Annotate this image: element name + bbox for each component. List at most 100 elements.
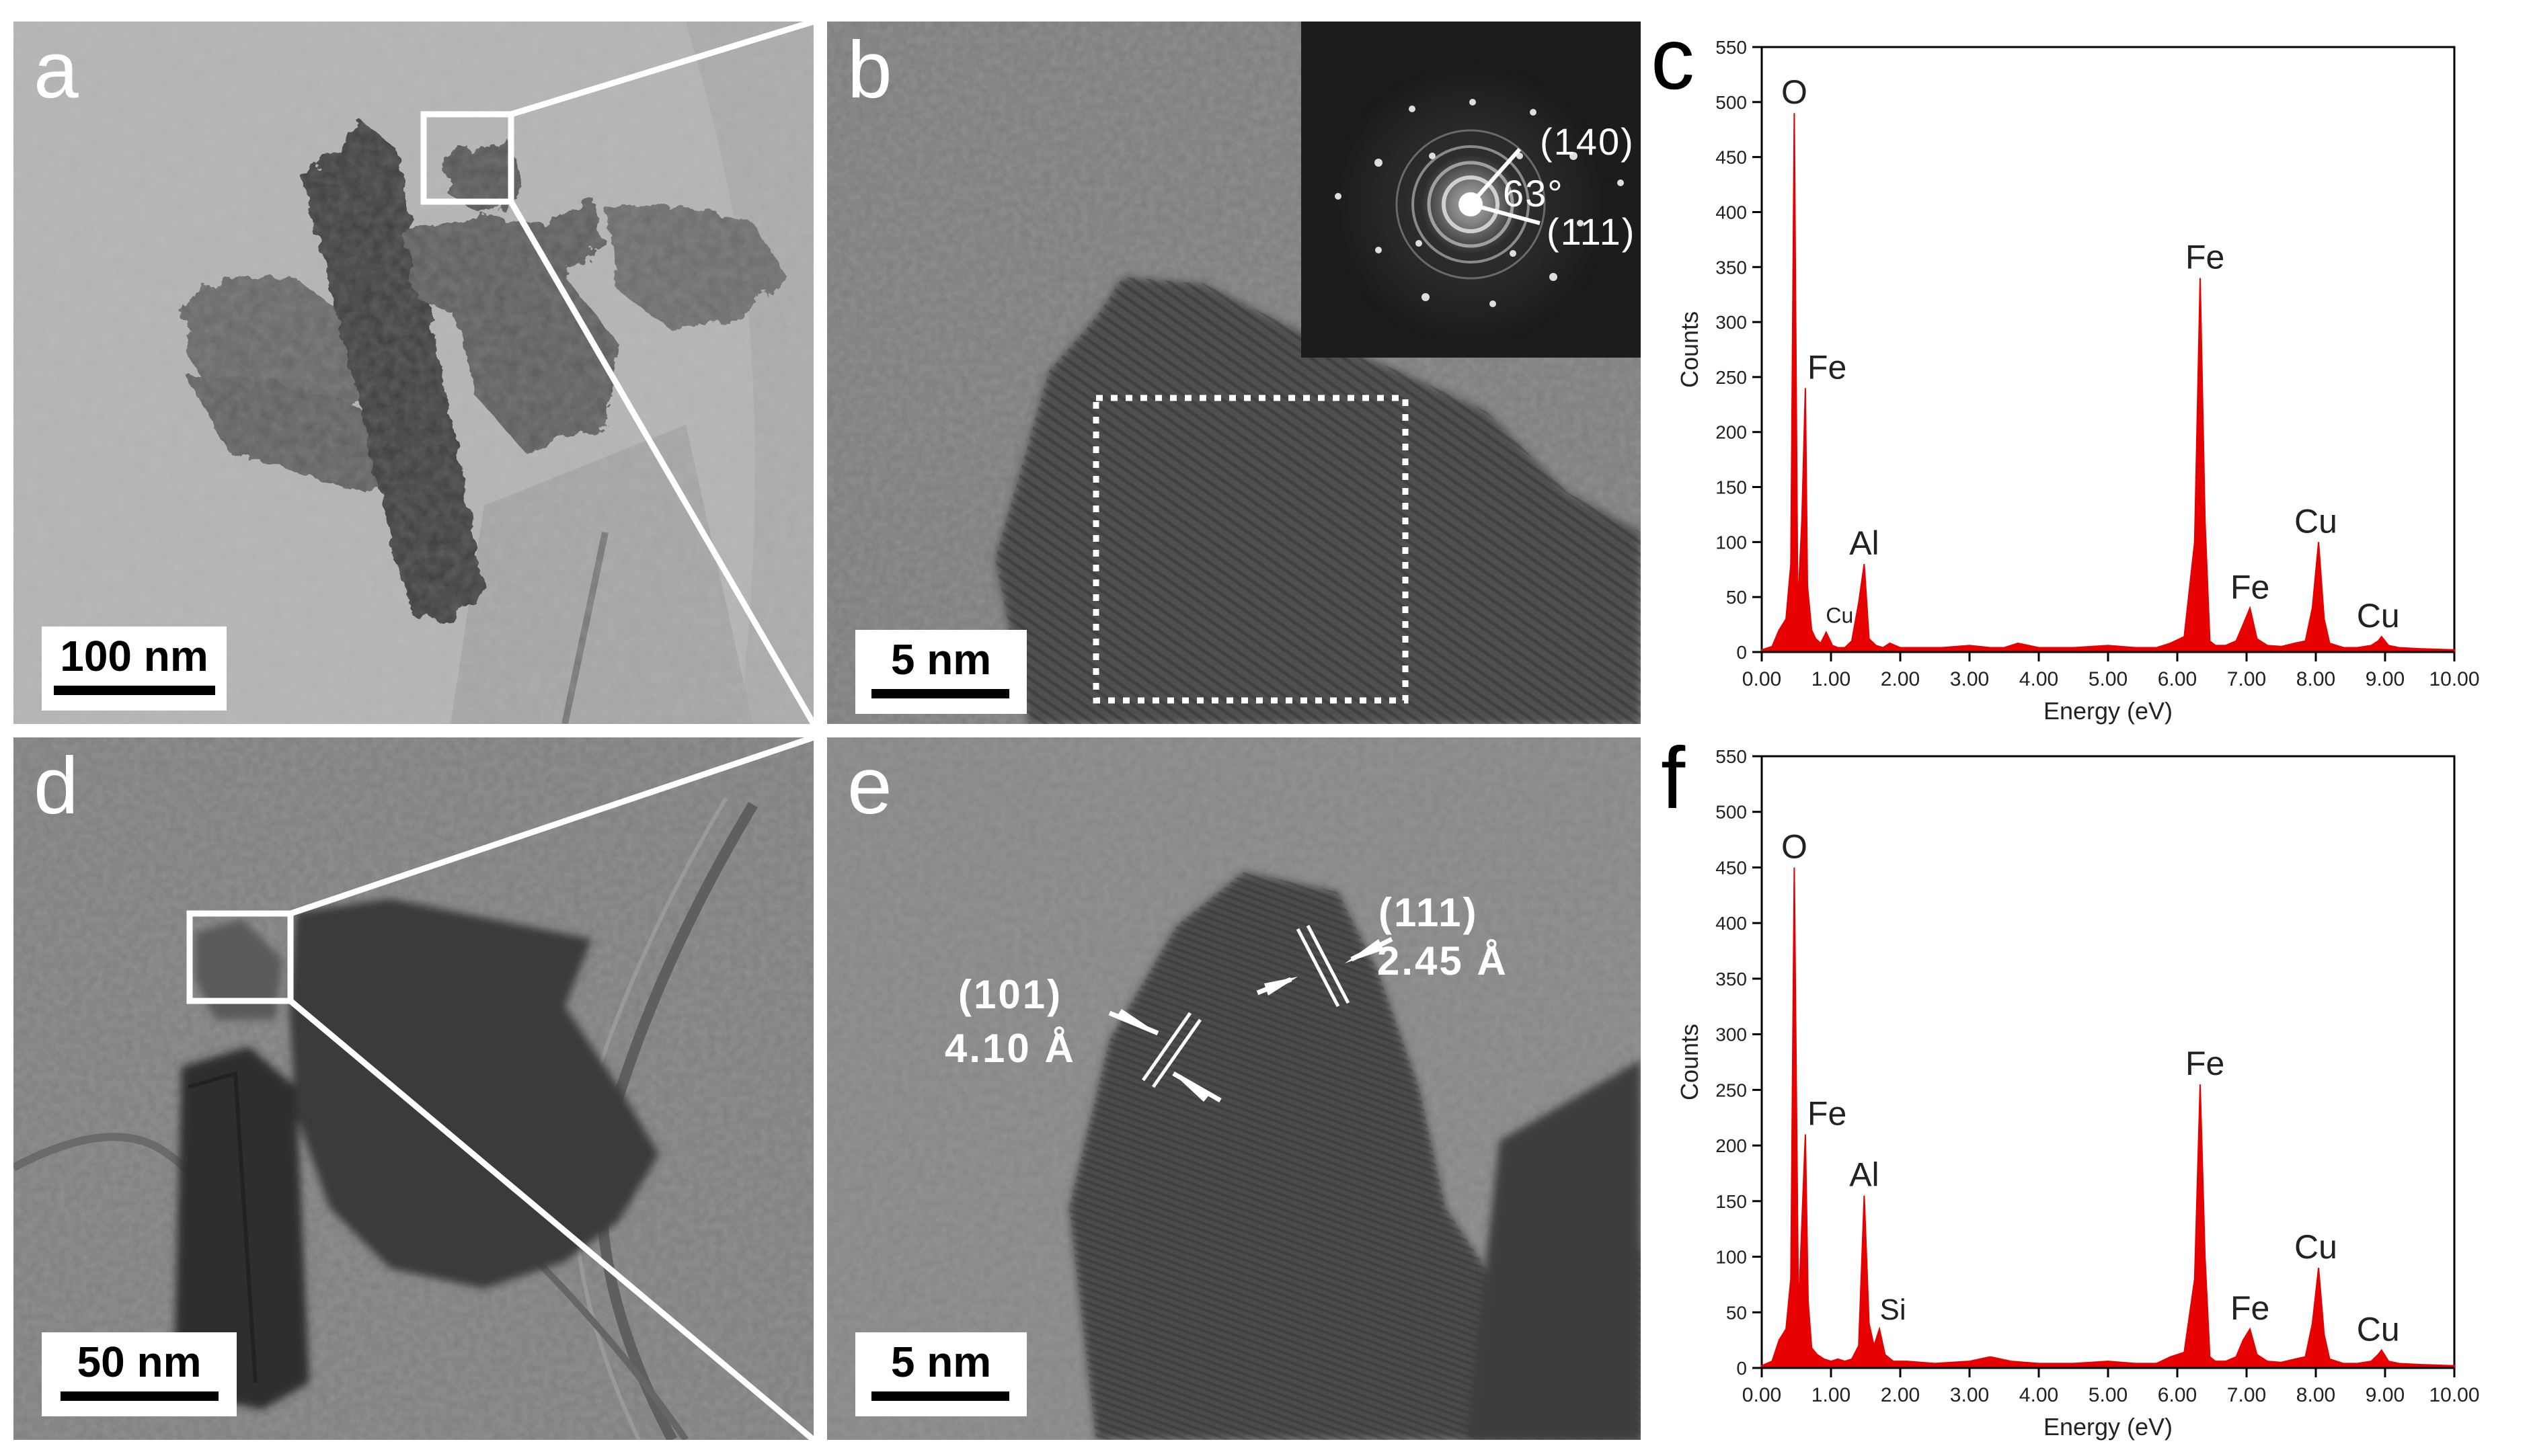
panel-e-micrograph (827, 737, 1641, 1440)
x-tick-label: 1.00 (1811, 1384, 1850, 1406)
y-tick-label: 300 (1715, 1024, 1747, 1045)
fft-angle-label: 63° (1503, 172, 1564, 214)
y-tick-label: 250 (1715, 367, 1747, 388)
y-tick-label: 50 (1726, 1302, 1747, 1323)
x-tick-label: 7.00 (2227, 1384, 2266, 1406)
plot-frame (1760, 46, 2456, 653)
y-tick-label: 100 (1715, 1247, 1747, 1268)
scale-line-d (61, 1391, 219, 1401)
peak-label-fe: Fe (2185, 1045, 2224, 1082)
x-tick-label: 3.00 (1950, 668, 1989, 690)
panel-label-b: b (847, 25, 892, 115)
x-axis-label: Energy (eV) (2043, 1413, 2173, 1441)
panel-label-a: a (34, 25, 79, 115)
x-tick-label: 10.00 (2429, 668, 2479, 690)
y-tick-label: 200 (1715, 422, 1747, 443)
spectrum-area (1761, 867, 2455, 1369)
scale-label-a: 100 nm (60, 632, 208, 680)
x-tick-label: 9.00 (2366, 668, 2405, 690)
peak-label-fe: Fe (1807, 1095, 1846, 1133)
x-tick-label: 0.00 (1742, 1384, 1781, 1406)
panel-a-micrograph (13, 22, 814, 724)
x-tick-label: 2.00 (1881, 1384, 1920, 1406)
fringe-101-spacing: 4.10 Å (945, 1026, 1076, 1071)
peak-label-fe: Fe (2230, 569, 2269, 606)
scale-label-e: 5 nm (890, 1338, 992, 1386)
y-tick-label: 500 (1715, 92, 1747, 113)
fringe-111-spacing: 2.45 Å (1377, 938, 1508, 983)
scale-line-b (871, 689, 1009, 698)
scale-bar-e: 5 nm (855, 1332, 1027, 1416)
peak-label-fe: Fe (2230, 1289, 2269, 1327)
peak-label-cu: Cu (1826, 604, 1853, 628)
x-tick-label: 8.00 (2296, 668, 2335, 690)
y-tick-label: 0 (1736, 1358, 1747, 1379)
peak-label-si: Si (1880, 1293, 1906, 1326)
panel-label-e: e (847, 741, 892, 831)
scale-line-e (871, 1391, 1009, 1401)
x-tick-label: 4.00 (2019, 1384, 2058, 1406)
panel-e-hrtem-image: e (101) 4.10 Å (111) 2.45 Å 5 nm (827, 737, 1641, 1440)
panel-b-hrtem-image: b (140) 63° (111) 5 nm (827, 22, 1641, 724)
x-tick-label: 7.00 (2227, 668, 2266, 690)
eds-spectrum-c: 0.00 1.00 2.00 3.00 4.00 5.00 6.00 7.00 8.00 9.00… (1676, 37, 2480, 725)
x-tick-label: 0.00 (1742, 668, 1781, 690)
fft-plane-140: (140) (1540, 120, 1635, 163)
y-axis-label: Counts (1676, 311, 1703, 388)
y-tick-label: 250 (1715, 1080, 1747, 1100)
y-tick-label: 150 (1715, 477, 1747, 498)
panel-label-d: d (34, 741, 79, 831)
peak-label-o: O (1781, 827, 1807, 865)
panel-d-tem-image: d 50 nm (13, 737, 814, 1440)
zoom-box-d (186, 910, 294, 1004)
x-axis-label: Energy (eV) (2043, 697, 2173, 725)
fft-plane-111: (111) (1547, 210, 1636, 253)
y-tick-label: 450 (1715, 147, 1747, 168)
scale-label-d: 50 nm (77, 1338, 202, 1386)
plot-frame (1760, 755, 2456, 1369)
y-axis-label: Counts (1676, 1024, 1703, 1100)
peak-label-al: Al (1849, 1156, 1879, 1194)
y-tick-label: 0 (1736, 642, 1747, 663)
selected-area-box (1093, 395, 1409, 704)
x-tick-label: 6.00 (2158, 668, 2197, 690)
peak-label-cu: Cu (2357, 1311, 2400, 1348)
peak-label-cu: Cu (2357, 597, 2400, 635)
y-tick-label: 300 (1715, 312, 1747, 333)
x-tick-label: 8.00 (2296, 1384, 2335, 1406)
scale-label-b: 5 nm (890, 635, 992, 684)
zoom-box-a (420, 111, 514, 205)
y-tick-label: 550 (1715, 746, 1747, 767)
scale-line-a (54, 686, 215, 695)
x-tick-label: 9.00 (2366, 1384, 2405, 1406)
spectrum-area (1761, 113, 2455, 653)
peak-label-al: Al (1849, 524, 1879, 562)
x-tick-label: 1.00 (1811, 668, 1850, 690)
panel-a-tem-image: a 100 nm (13, 22, 814, 724)
panel-label-f: f (1661, 729, 1686, 827)
x-tick-label: 5.00 (2089, 1384, 2128, 1406)
peak-label-fe: Fe (1807, 348, 1846, 386)
panel-d-micrograph (13, 737, 814, 1440)
x-tick-label: 6.00 (2158, 1384, 2197, 1406)
fft-inset (1301, 22, 1641, 358)
y-tick-label: 50 (1726, 587, 1747, 608)
peak-label-o: O (1781, 73, 1807, 111)
peak-label-cu: Cu (2294, 502, 2337, 540)
fringe-101-plane: (101) (958, 972, 1063, 1017)
peak-label-fe: Fe (2185, 239, 2224, 276)
scale-bar-a: 100 nm (42, 626, 227, 711)
y-tick-label: 150 (1715, 1191, 1747, 1212)
y-tick-label: 200 (1715, 1135, 1747, 1156)
y-tick-label: 350 (1715, 969, 1747, 989)
x-tick-label: 4.00 (2019, 668, 2058, 690)
eds-spectrum-f: 0.00 1.00 2.00 3.00 4.00 5.00 6.00 7.00 8.00 9.00… (1676, 746, 2480, 1441)
x-tick-label: 3.00 (1950, 1384, 1989, 1406)
y-tick-label: 550 (1715, 37, 1747, 58)
y-tick-label: 100 (1715, 532, 1747, 553)
fringe-111-plane: (111) (1378, 890, 1479, 935)
peak-label-cu: Cu (2294, 1228, 2337, 1266)
panel-label-c: c (1651, 9, 1694, 108)
x-tick-label: 5.00 (2089, 668, 2128, 690)
x-tick-label: 10.00 (2429, 1384, 2479, 1406)
